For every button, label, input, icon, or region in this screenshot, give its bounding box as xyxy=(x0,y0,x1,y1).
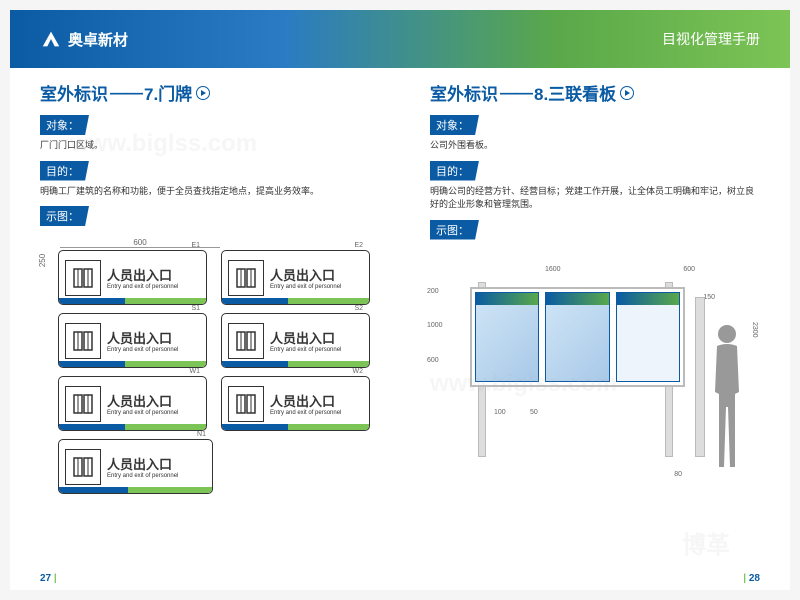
door-icon xyxy=(228,386,264,422)
logo-text: 奥卓新材 xyxy=(68,29,128,50)
section-title-right: 室外标识 —— 8.三联看板 xyxy=(430,80,760,105)
play-icon xyxy=(620,86,634,100)
page-header: 奥卓新材 目视化管理手册 xyxy=(10,10,790,68)
door-icon xyxy=(228,323,264,359)
sign-code: S1 xyxy=(191,305,200,312)
page-num-left: 27 | xyxy=(40,573,57,584)
door-icon xyxy=(228,260,264,296)
door-icon xyxy=(65,260,101,296)
sign-zh: 人员出入口 xyxy=(107,265,200,284)
sign-zh: 人员出入口 xyxy=(107,454,206,473)
panel-3 xyxy=(616,292,680,382)
door-icon xyxy=(65,386,101,422)
sign-card: E1人员出入口Entry and exit of personnel xyxy=(58,250,207,305)
sign-en: Entry and exit of personnel xyxy=(107,473,206,479)
sign-card: N1人员出入口Entry and exit of personnel xyxy=(58,439,213,494)
sign-code: W2 xyxy=(353,368,364,375)
sign-code: S2 xyxy=(354,305,363,312)
sign-code: N1 xyxy=(197,431,206,438)
sign-code: W1 xyxy=(190,368,201,375)
sign-en: Entry and exit of personnel xyxy=(107,347,200,353)
target-text: 厂门门口区域。 xyxy=(40,139,370,153)
purpose-label-r: 目的： xyxy=(430,161,479,181)
purpose-text: 明确工厂建筑的名称和功能，便于全员查找指定地点，提高业务效率。 xyxy=(40,185,370,199)
right-column: 室外标识 —— 8.三联看板 对象： 公司外围看板。 目的： 明确公司的经营方针… xyxy=(400,80,790,590)
sign-zh: 人员出入口 xyxy=(107,328,200,347)
illustration-label: 示图： xyxy=(40,206,89,226)
target-label: 对象： xyxy=(40,115,89,135)
header-title: 目视化管理手册 xyxy=(662,29,760,49)
sign-code: E2 xyxy=(354,242,363,249)
sign-en: Entry and exit of personnel xyxy=(270,284,363,290)
sign-en: Entry and exit of personnel xyxy=(270,410,363,416)
sign-card: W2人员出入口Entry and exit of personnel xyxy=(221,376,370,431)
sign-zh: 人员出入口 xyxy=(107,391,200,410)
sign-card: S1人员出入口Entry and exit of personnel xyxy=(58,313,207,368)
sign-card: S2人员出入口Entry and exit of personnel xyxy=(221,313,370,368)
sign-en: Entry and exit of personnel xyxy=(107,284,200,290)
sign-zh: 人员出入口 xyxy=(270,391,363,410)
board-structure xyxy=(440,277,720,457)
panel-1 xyxy=(475,292,539,382)
panel-2 xyxy=(545,292,609,382)
sign-zh: 人员出入口 xyxy=(270,265,363,284)
purpose-label: 目的： xyxy=(40,161,89,181)
target-label-r: 对象： xyxy=(430,115,479,135)
board-frame xyxy=(470,287,685,387)
left-column: 室外标识 —— 7.门牌 对象： 厂门门口区域。 目的： 明确工厂建筑的名称和功… xyxy=(10,80,400,590)
illustration-label-r: 示图： xyxy=(430,220,479,240)
sign-card: E2人员出入口Entry and exit of personnel xyxy=(221,250,370,305)
logo-icon xyxy=(40,28,62,50)
person-silhouette xyxy=(706,322,748,472)
sign-zh: 人员出入口 xyxy=(270,328,363,347)
sign-card: W1人员出入口Entry and exit of personnel xyxy=(58,376,207,431)
target-text-r: 公司外围看板。 xyxy=(430,139,760,153)
sign-en: Entry and exit of personnel xyxy=(107,410,200,416)
play-icon xyxy=(196,86,210,100)
signs-area: 600 250 E1人员出入口Entry and exit of personn… xyxy=(40,238,370,494)
sign-code: E1 xyxy=(191,242,200,249)
page-num-right: | 28 xyxy=(743,573,760,584)
section-title-left: 室外标识 —— 7.门牌 xyxy=(40,80,370,105)
purpose-text-r: 明确公司的经营方针、经营目标；党建工作开展，让全体员工明确和牢记，树立良好的企业… xyxy=(430,185,760,212)
board-area: 1600 1000 200 100 50 600 600 150 80 xyxy=(430,262,760,482)
sign-en: Entry and exit of personnel xyxy=(270,347,363,353)
door-icon xyxy=(65,449,101,485)
logo: 奥卓新材 xyxy=(40,28,128,50)
dim-height: 250 xyxy=(38,254,47,267)
door-icon xyxy=(65,323,101,359)
standalone-pole xyxy=(695,297,705,457)
